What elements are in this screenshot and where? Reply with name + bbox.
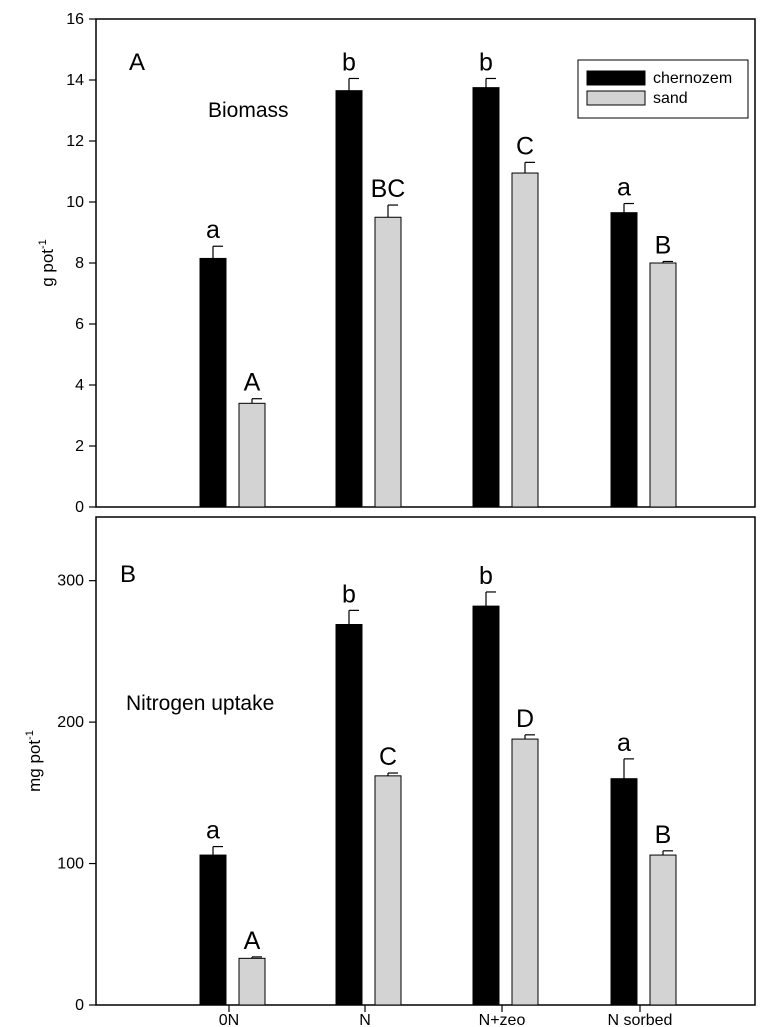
y-axis-title: g pot-1 bbox=[37, 239, 57, 287]
y-tick-label: 6 bbox=[75, 316, 84, 333]
bar-chernozem bbox=[199, 257, 227, 508]
significance-label: A bbox=[244, 369, 261, 397]
y-tick-label: 10 bbox=[66, 194, 84, 211]
significance-label: a bbox=[617, 174, 631, 202]
bar-chernozem bbox=[610, 778, 638, 1006]
significance-label: A bbox=[244, 927, 261, 955]
legend-box bbox=[577, 59, 749, 119]
y-axis-title-sup: -1 bbox=[37, 239, 49, 249]
bar-chernozem bbox=[472, 605, 500, 1006]
y-tick-label: 2 bbox=[75, 438, 84, 455]
legend-label: sand bbox=[653, 90, 688, 107]
y-axis-title-text: mg pot bbox=[25, 740, 44, 792]
legend-swatch-chernozem bbox=[586, 70, 646, 86]
bar-sand bbox=[511, 172, 539, 508]
bar-chernozem bbox=[199, 854, 227, 1006]
significance-label: BC bbox=[371, 175, 406, 203]
legend-swatch-sand bbox=[586, 90, 646, 106]
bar-sand bbox=[511, 738, 539, 1006]
y-axis-title-sup: -1 bbox=[24, 730, 36, 740]
y-tick-label: 0 bbox=[75, 997, 84, 1014]
x-tick-label: N sorbed bbox=[608, 1012, 673, 1027]
x-tick-label: N bbox=[359, 1012, 371, 1027]
y-tick-label: 8 bbox=[75, 255, 84, 272]
y-tick-label: 12 bbox=[66, 133, 84, 150]
y-tick-label: 100 bbox=[57, 856, 84, 873]
y-tick-label: 16 bbox=[66, 11, 84, 28]
y-tick-label: 200 bbox=[57, 714, 84, 731]
significance-label: C bbox=[516, 132, 534, 160]
panel-title: Nitrogen uptake bbox=[126, 692, 274, 715]
plot-frame-B bbox=[95, 516, 756, 1006]
bar-sand bbox=[238, 957, 266, 1006]
panel-letter: B bbox=[120, 561, 136, 588]
significance-label: a bbox=[617, 729, 631, 757]
significance-label: a bbox=[206, 817, 220, 845]
bar-sand bbox=[649, 854, 677, 1006]
significance-label: b bbox=[479, 562, 493, 590]
bar-chernozem bbox=[610, 212, 638, 508]
bar-chernozem bbox=[472, 87, 500, 508]
bar-sand bbox=[649, 262, 677, 508]
bar-sand bbox=[238, 402, 266, 508]
significance-label: a bbox=[206, 216, 220, 244]
legend-label: chernozem bbox=[653, 70, 732, 87]
y-axis-title-text: g pot bbox=[38, 249, 57, 287]
x-tick-label: 0N bbox=[219, 1012, 239, 1027]
bar-sand bbox=[374, 216, 402, 508]
panel-title: Biomass bbox=[208, 99, 289, 122]
significance-label: b bbox=[479, 48, 493, 76]
panel-letter: A bbox=[129, 49, 145, 76]
significance-label: B bbox=[655, 231, 672, 259]
y-tick-label: 4 bbox=[75, 377, 84, 394]
y-tick-label: 300 bbox=[57, 573, 84, 590]
y-tick-label: 0 bbox=[75, 499, 84, 516]
significance-label: b bbox=[342, 48, 356, 76]
y-tick-label: 14 bbox=[66, 72, 84, 89]
significance-label: B bbox=[655, 821, 672, 849]
bar-chernozem bbox=[335, 90, 363, 508]
x-tick-label: N+zeo bbox=[479, 1012, 526, 1027]
y-axis-title: mg pot-1 bbox=[24, 730, 44, 792]
significance-label: D bbox=[516, 705, 534, 733]
bar-sand bbox=[374, 775, 402, 1006]
bar-chernozem bbox=[335, 624, 363, 1006]
significance-label: b bbox=[342, 580, 356, 608]
significance-label: C bbox=[379, 743, 397, 771]
